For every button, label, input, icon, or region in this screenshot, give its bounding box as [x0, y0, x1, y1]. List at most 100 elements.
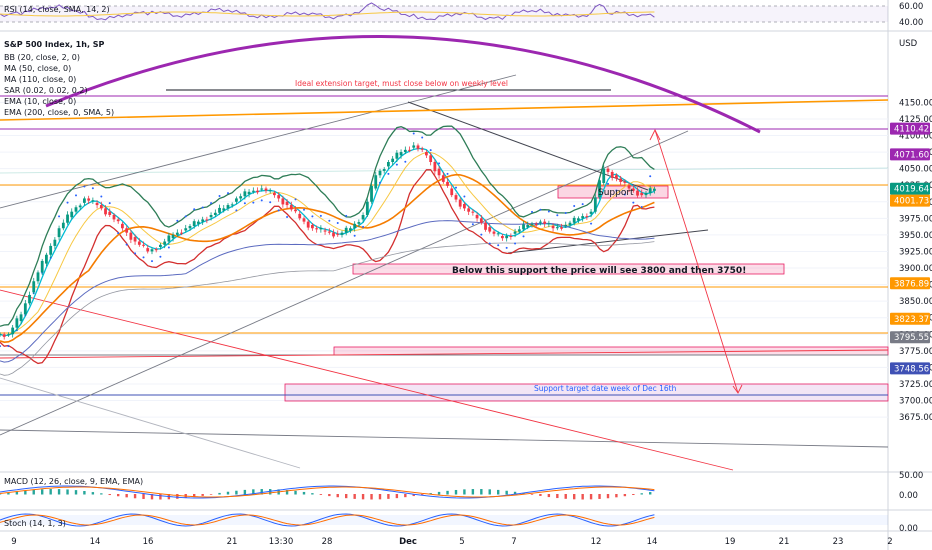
flat-trendline[interactable] [0, 429, 889, 448]
sar-dot [547, 210, 550, 213]
candle-body [218, 207, 221, 213]
macd-bar [108, 494, 111, 496]
y-tick-label: 4050.00 [899, 165, 932, 175]
candle-body [425, 152, 428, 156]
candle-body [28, 294, 31, 304]
candle-body [311, 224, 314, 229]
macd-bar [15, 491, 19, 495]
candle-body [627, 185, 631, 189]
y-tick-label: 3775.00 [899, 347, 932, 357]
sar-dot [235, 209, 238, 212]
price-tag-label: 4071.60 [894, 150, 929, 160]
sar-dot [319, 214, 322, 217]
candle-body [560, 227, 563, 229]
lower-trendline[interactable] [0, 377, 301, 469]
price-tags: 4110.42 4071.60 4019.64 4001.73 3876.89 3823.… [890, 122, 930, 375]
candle-body [116, 219, 120, 222]
sar-dot [412, 132, 415, 135]
symbol-title: S&P 500 Index, 1h, SP [4, 40, 105, 49]
candle-body [631, 188, 635, 191]
wedge-lower-line[interactable] [507, 229, 709, 254]
candle-body [112, 215, 116, 220]
candle-body [475, 215, 479, 219]
stoch-band [0, 515, 888, 525]
candle-body [74, 207, 78, 212]
price-tag-label: 4019.64 [894, 185, 929, 195]
price-tag [890, 312, 930, 325]
macd-tick-50: 50.00 [899, 471, 923, 481]
x-tick-label: 12 [591, 537, 602, 547]
rising-trendline-2[interactable] [0, 74, 517, 209]
candle-body [205, 219, 209, 221]
candle-body [653, 188, 656, 191]
price-tag [890, 194, 930, 207]
macd-bar [370, 494, 373, 500]
candle-body [517, 229, 521, 232]
ma-50 [0, 173, 655, 344]
sar-dot [184, 215, 187, 218]
candle-body [602, 168, 606, 183]
purple-arc[interactable] [45, 34, 761, 134]
macd-bar [285, 490, 289, 495]
sar-dot [336, 221, 339, 224]
projection-arrow[interactable] [654, 129, 739, 394]
candle-body [534, 223, 538, 226]
wedge-upper-line[interactable] [407, 101, 649, 191]
sar-dot [108, 202, 111, 205]
macd-bar [581, 494, 584, 500]
candle-body [19, 314, 23, 321]
rsi-panel: RSI (14, close, SMA, 14, 2) 60.00 40.00 [0, 2, 923, 28]
macd-bar [83, 491, 86, 495]
candle-body [606, 168, 610, 172]
sar-dot [488, 242, 491, 245]
candle-body [83, 198, 86, 203]
macd-bar [649, 492, 652, 495]
sar-dot [471, 223, 474, 226]
x-axis: 9 14 16 21 13:30 28 Dec 5 7 12 14 19 21 23 2 [11, 537, 892, 547]
candle-body [454, 195, 458, 200]
sar-dot [379, 181, 381, 184]
red-horizontal-trendline[interactable] [0, 349, 889, 359]
candle-body [108, 211, 112, 215]
macd-bar [100, 493, 103, 495]
sar-dot [539, 208, 542, 211]
projection-arrowhead [732, 384, 743, 394]
candle-body [547, 223, 551, 225]
candle-body [327, 231, 331, 233]
candle-body [577, 218, 580, 221]
macd-bar [57, 489, 61, 495]
sar-dot [201, 206, 204, 209]
price-tag [890, 122, 930, 135]
candle-body [15, 318, 19, 328]
candle-body [458, 199, 462, 207]
legend-ma50: MA (50, close, 0) [4, 64, 71, 73]
candle-body [264, 188, 268, 191]
rsi-sma-line [0, 11, 655, 17]
candle-body [11, 327, 15, 335]
price-tag [890, 362, 930, 375]
x-tick-label: Dec [399, 537, 417, 547]
support-zone-3900[interactable] [352, 263, 785, 275]
candle-body [433, 162, 437, 172]
descending-red-trendline[interactable] [0, 289, 734, 471]
sar-dot [607, 182, 609, 185]
rsi-tick-60: 60.00 [899, 2, 923, 12]
macd-bar [41, 489, 44, 495]
macd-bar [589, 494, 593, 500]
macd-bar [7, 492, 10, 495]
orange-ascending-line[interactable] [0, 99, 889, 121]
candle-body [353, 223, 357, 229]
y-tick-label: 3975.00 [899, 214, 932, 224]
candle-body [302, 218, 306, 222]
rising-trendline-1[interactable] [0, 130, 689, 436]
macd-bar [395, 494, 399, 499]
macd-bar [24, 490, 27, 495]
ema-200 [0, 241, 655, 376]
candle-body [471, 211, 475, 213]
candle-body [256, 190, 259, 193]
price-tag [890, 277, 930, 290]
candle-body [598, 180, 601, 198]
sar-dot [0, 345, 1, 348]
